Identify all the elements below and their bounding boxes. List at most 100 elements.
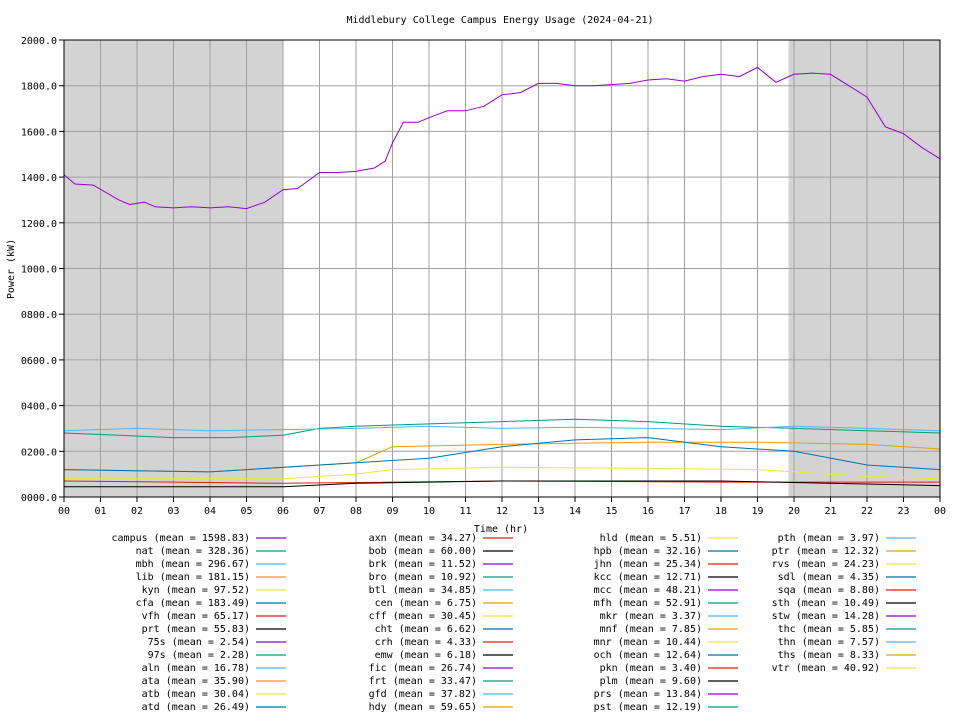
y-tick-label: 0600.0 [21,356,57,367]
x-tick-label: 00 [934,506,946,517]
legend-label: atd (mean = 26.49) [142,702,250,713]
y-tick-label: 2000.0 [21,36,57,47]
legend-label: btl (mean = 34.85) [369,585,477,596]
legend-label: cfa (mean = 183.49) [136,598,250,609]
legend-label: mnr (mean = 10.44) [594,637,702,648]
legend-label: bob (mean = 60.00) [369,546,477,557]
legend-label: crh (mean = 4.33) [375,637,477,648]
legend-label: axn (mean = 34.27) [369,533,477,544]
y-tick-label: 0400.0 [21,402,57,413]
y-axis-label: Power (kW) [6,239,17,299]
legend-label: vtr (mean = 40.92) [772,663,880,674]
x-tick-label: 02 [131,506,143,517]
legend-label: thn (mean = 7.57) [778,637,880,648]
x-tick-label: 05 [240,506,252,517]
legend-label: jhn (mean = 25.34) [594,559,702,570]
x-tick-label: 22 [861,506,873,517]
series-line-7 [64,480,941,488]
y-tick-label: 0800.0 [21,310,57,321]
series-line-4 [64,466,941,480]
legend-label: mkr (mean = 3.37) [600,611,702,622]
legend-label: vfh (mean = 65.17) [142,611,250,622]
legend-label: atb (mean = 30.04) [142,689,250,700]
legend-label: pst (mean = 12.19) [594,702,702,713]
y-tick-label: 1600.0 [21,127,57,138]
y-tick-label: 0000.0 [21,493,57,504]
x-tick-label: 12 [496,506,508,517]
legend-label: 75s (mean = 2.54) [148,637,250,648]
x-axis-label: Time (hr) [474,524,528,535]
legend-label: nat (mean = 328.36) [136,546,250,557]
legend-label: sth (mean = 10.49) [772,598,880,609]
chart-title: Middlebury College Campus Energy Usage (… [346,15,653,26]
legend-label: cen (mean = 6.75) [375,598,477,609]
series-line-5 [63,437,941,473]
legend-label: gfd (mean = 37.82) [369,689,477,700]
y-tick-label: 1400.0 [21,173,57,184]
series-line-0 [63,66,941,210]
x-tick-label: 08 [350,506,362,517]
x-tick-label: 10 [423,506,435,517]
x-tick-label: 15 [605,506,617,517]
legend-label: pth (mean = 3.97) [778,533,880,544]
legend-label: fic (mean = 26.74) [369,663,477,674]
legend-label: stw (mean = 14.28) [772,611,880,622]
x-tick-label: 14 [569,506,581,517]
x-tick-label: 11 [459,506,471,517]
x-tick-label: 16 [642,506,654,517]
x-tick-label: 21 [824,506,836,517]
axes: 00 01 02 03 04 05 06 07 08 09 10 11 12 13 14 15 16 17 18 19… [21,36,946,517]
legend-label: kcc (mean = 12.71) [594,572,702,583]
legend-label: rvs (mean = 24.23) [772,559,880,570]
legend-label: mcc (mean = 48.21) [594,585,702,596]
plot-area [63,39,941,498]
legend-label: sqa (mean = 8.80) [778,585,880,596]
x-tick-label: 23 [897,506,909,517]
y-tick-label: 0200.0 [21,447,57,458]
legend-label: mfh (mean = 52.91) [594,598,702,609]
legend-label: prt (mean = 55.83) [142,624,250,635]
legend-label: 97s (mean = 2.28) [148,650,250,661]
legend-label: ptr (mean = 12.32) [772,546,880,557]
x-tick-label: 01 [94,506,106,517]
x-tick-label: 18 [715,506,727,517]
legend-label: kyn (mean = 97.52) [142,585,250,596]
legend-label: brk (mean = 11.52) [369,559,477,570]
x-tick-label: 09 [386,506,398,517]
x-tick-label: 04 [204,506,216,517]
x-tick-label: 07 [313,506,325,517]
legend-label: prs (mean = 13.84) [594,689,702,700]
x-tick-label: 06 [277,506,289,517]
legend-label: plm (mean = 9.60) [600,676,702,687]
legend-label: ata (mean = 35.90) [142,676,250,687]
legend-label: pkn (mean = 3.40) [600,663,702,674]
legend-label: sdl (mean = 4.35) [778,572,880,583]
legend-label: frt (mean = 33.47) [369,676,477,687]
x-tick-label: 03 [167,506,179,517]
legend-label: lib (mean = 181.15) [136,572,250,583]
x-tick-label: 13 [532,506,544,517]
legend-label: mnf (mean = 7.85) [600,624,702,635]
legend-label: mbh (mean = 296.67) [136,559,250,570]
legend: campus (mean = 1598.83) nat (mean = 328.3… [112,533,916,713]
legend-label: bro (mean = 10.92) [369,572,477,583]
y-tick-label: 1000.0 [21,265,57,276]
legend-label: aln (mean = 16.78) [142,663,250,674]
series-line-2 [63,425,941,432]
y-tick-label: 1800.0 [21,82,57,93]
y-tick-label: 1200.0 [21,219,57,230]
legend-label: cht (mean = 6.62) [375,624,477,635]
legend-label: emw (mean = 6.18) [375,650,477,661]
x-tick-label: 20 [788,506,800,517]
legend-label: cff (mean = 30.45) [369,611,477,622]
x-tick-label: 00 [58,506,70,517]
legend-label: och (mean = 12.64) [594,650,702,661]
legend-label: ths (mean = 8.33) [778,650,880,661]
legend-label: thc (mean = 5.85) [778,624,880,635]
x-tick-label: 19 [751,506,763,517]
legend-label: hld (mean = 5.51) [600,533,702,544]
legend-label: hdy (mean = 59.65) [369,702,477,713]
legend-label: campus (mean = 1598.83) [112,533,250,544]
x-tick-label: 17 [678,506,690,517]
